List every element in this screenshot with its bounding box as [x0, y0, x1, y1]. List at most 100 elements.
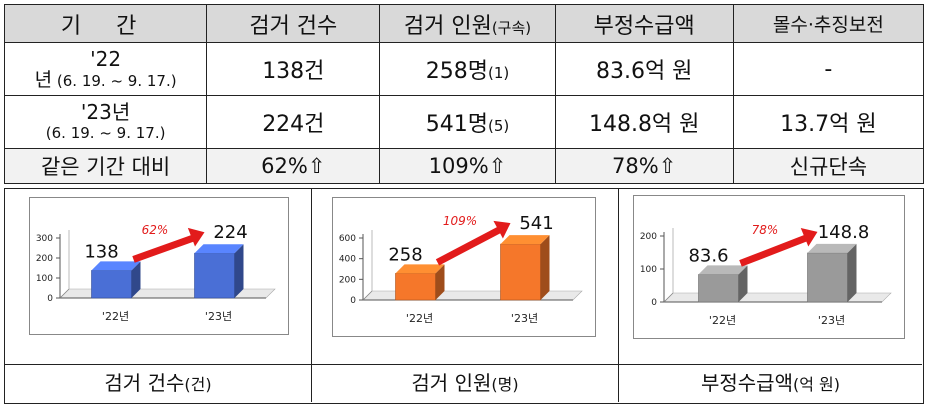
comparison-row: 같은 기간 대비 62%⇧ 109%⇧ 78%⇧ 신규단속	[3, 148, 925, 184]
change-label: 78%	[752, 223, 779, 237]
change-label: 109%	[443, 214, 477, 228]
x-tick-label: '22년	[406, 312, 433, 325]
data-label: 541	[519, 213, 553, 234]
increase-arrow-head	[800, 227, 818, 247]
chart-panel-count: 0 100 200 300 '22년 '23년 138 224 62% 검거 건수(건)	[5, 189, 312, 402]
bar-side	[435, 264, 445, 300]
increase-arrow-shaft	[739, 232, 813, 267]
bar-top	[91, 261, 141, 271]
bar-top	[500, 235, 550, 245]
persons-2022: 258명(1)	[379, 42, 556, 96]
data-label: 148.8	[818, 222, 870, 243]
y-tick-label: 300	[36, 234, 53, 244]
chart-caption: 검거 인원(명)	[312, 365, 618, 402]
bar-side	[540, 235, 550, 300]
x-tick-label: '22년	[709, 314, 736, 327]
header-amount: 부정수급액	[554, 4, 734, 43]
amount-2022: 83.6억 원	[554, 42, 734, 96]
chart-panel-persons: 0 200 400 600 '22년 '23년 258 541 109% 검거 인원(명)	[312, 189, 619, 402]
y-tick-label: 0	[47, 294, 53, 304]
bar-front	[807, 252, 848, 303]
x-tick-label: '22년	[102, 310, 129, 323]
bar-top	[194, 244, 244, 254]
comparison-amount: 78%⇧	[554, 148, 734, 184]
caption-unit: (명)	[491, 375, 519, 394]
persons-2023: 541명(5)	[379, 95, 556, 149]
bar-top	[807, 243, 857, 253]
change-label: 62%	[142, 223, 169, 237]
period-2022: '22 년 (6. 19. ~ 9. 17.)	[3, 42, 208, 96]
increase-arrow-shaft	[132, 232, 200, 263]
x-tick-label: '23년	[818, 314, 845, 327]
chart-plot-area: 0 100 200 '22년 '23년 83.6 148.8 78%	[619, 189, 922, 365]
axis-depth-line	[362, 290, 373, 301]
caption-label: 부정수급액	[700, 371, 793, 395]
caption-unit: (억 원)	[792, 375, 840, 394]
y-tick-label: 0	[651, 298, 657, 308]
header-persons: 검거 인원(구속)	[379, 4, 556, 43]
chart-caption: 검거 건수(건)	[5, 365, 311, 402]
header-recovery: 몰수·추징보전	[732, 4, 925, 43]
comparison-count: 62%⇧	[206, 148, 381, 184]
chart-panel-amount: 0 100 200 '22년 '23년 83.6 148.8 78% 부정수급액(억 원)	[619, 189, 922, 402]
x-tick-label: '23년	[511, 312, 538, 325]
bar-side	[738, 265, 748, 302]
table-row: '22 년 (6. 19. ~ 9. 17.) 138건 258명(1) 83.…	[3, 42, 925, 96]
bar-top	[698, 265, 748, 275]
comparison-label: 같은 기간 대비	[3, 148, 208, 184]
bar-top	[395, 264, 445, 274]
x-tick-label: '23년	[205, 310, 232, 323]
bar-front	[395, 273, 436, 301]
data-label: 83.6	[688, 245, 728, 266]
chart-plot-area: 0 100 200 300 '22년 '23년 138 224 62%	[5, 189, 311, 365]
header-period: 기 간	[3, 4, 208, 43]
bar-side	[131, 261, 141, 298]
chart-floor	[663, 292, 892, 303]
y-tick-label: 100	[36, 274, 53, 284]
statistics-table: 기 간 검거 건수 검거 인원(구속) 부정수급액 몰수·추징보전 '22 년 …	[3, 4, 925, 184]
header-persons-arrested: (구속)	[491, 18, 532, 37]
bar-front	[500, 243, 541, 301]
header-count: 검거 건수	[206, 4, 381, 43]
increase-arrow-shaft	[435, 223, 507, 266]
bar-chart-persons: 0 200 400 600 '22년 '23년 258 541 109%	[332, 197, 596, 337]
y-tick-label: 600	[339, 234, 356, 244]
period-year: '22	[90, 46, 122, 71]
table-header-row: 기 간 검거 건수 검거 인원(구속) 부정수급액 몰수·추징보전	[3, 4, 925, 43]
y-tick-label: 400	[339, 255, 356, 265]
caption-label: 검거 건수	[104, 371, 185, 395]
period-2023: '23년 (6. 19. ~ 9. 17.)	[3, 95, 208, 149]
bar-chart-count: 0 100 200 300 '22년 '23년 138 224 62%	[29, 197, 289, 335]
bar-side	[234, 244, 244, 298]
bar-chart-amount: 0 100 200 '22년 '23년 83.6 148.8 78%	[633, 195, 905, 339]
bar-front	[91, 270, 132, 299]
persons-value: 258명	[425, 59, 488, 84]
bar-front	[194, 252, 235, 299]
y-tick-label: 0	[350, 296, 356, 306]
period-range: (6. 19. ~ 9. 17.)	[56, 71, 177, 90]
chart-panels: 0 100 200 300 '22년 '23년 138 224 62% 검거 건수(건) 0 20…	[4, 188, 924, 404]
period-range-line: 년 (6. 19. ~ 9. 17.)	[5, 70, 206, 91]
persons-arrested: (1)	[487, 64, 510, 82]
axis-depth-line	[59, 288, 70, 299]
increase-arrow-head	[187, 227, 205, 247]
y-tick-label: 200	[36, 254, 53, 264]
axis-depth-line	[663, 292, 674, 303]
period-range: (6. 19. ~ 9. 17.)	[45, 124, 166, 142]
chart-plot-area: 0 200 400 600 '22년 '23년 258 541 109%	[312, 189, 618, 365]
bar-front	[698, 274, 739, 303]
comparison-persons: 109%⇧	[379, 148, 556, 184]
count-2023: 224건	[206, 95, 381, 149]
bar-side	[847, 243, 857, 302]
recovery-2023: 13.7억 원	[732, 95, 925, 149]
amount-2023: 148.8억 원	[554, 95, 734, 149]
comparison-recovery: 신규단속	[732, 148, 925, 184]
caption-unit: (건)	[184, 375, 212, 394]
data-label: 138	[84, 241, 118, 262]
header-persons-label: 검거 인원	[403, 13, 492, 39]
data-label: 224	[213, 222, 247, 243]
increase-arrow-head	[493, 220, 511, 239]
table-row: '23년 (6. 19. ~ 9. 17.) 224건 541명(5) 148.…	[3, 95, 925, 149]
period-prefix: 년	[34, 68, 53, 91]
chart-caption: 부정수급액(억 원)	[619, 365, 922, 402]
